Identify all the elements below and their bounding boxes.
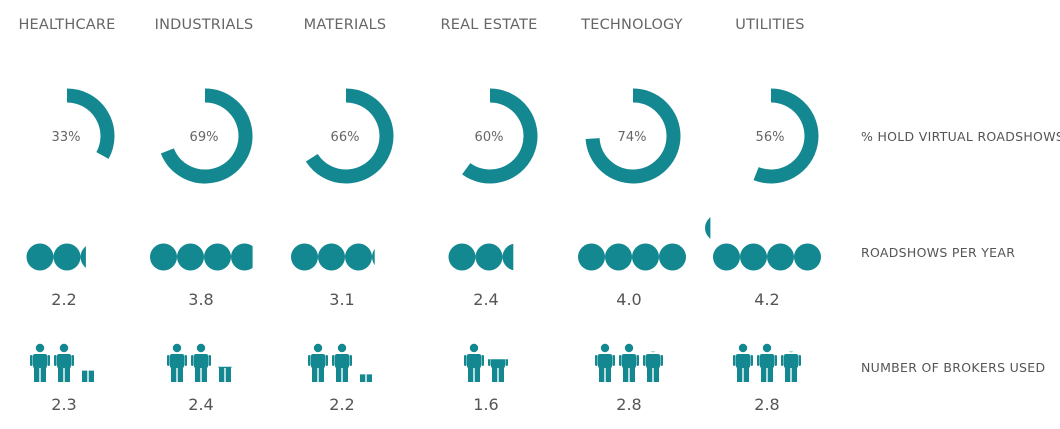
circle-pictogram-real-estate (448, 243, 514, 271)
roadshow-circle (767, 243, 794, 271)
roadshow-circle (318, 243, 345, 271)
roadshow-circle-partial (502, 243, 514, 271)
sector-headers: HEALTHCARE INDUSTRIALS MATERIALS REAL ES… (18, 17, 804, 33)
roadshow-circle (204, 243, 231, 271)
broker-person-icon (733, 343, 753, 382)
person-pictogram-industrials (167, 343, 232, 382)
sector-label-industrials: INDUSTRIALS (155, 17, 254, 33)
roadshow-circle-partial (372, 248, 375, 266)
donut-value-healthcare: 33% (52, 130, 81, 145)
broker-person-partial-icon (488, 359, 508, 382)
brokers-used-value-technology: 2.8 (616, 395, 641, 414)
row-labels: % HOLD VIRTUAL ROADSHOWS ROADSHOWS PER Y… (861, 129, 1060, 375)
roadshow-circle-partial (231, 243, 253, 271)
roadshow-circle (448, 243, 476, 271)
broker-person-icon (167, 343, 187, 382)
person-pictogram-healthcare (30, 343, 94, 382)
person-pictogram-materials (308, 343, 372, 382)
broker-person-icon (464, 343, 484, 382)
broker-person-icon (191, 343, 211, 382)
roadshows-per-year-value-healthcare: 2.2 (51, 290, 76, 309)
broker-person-icon (308, 343, 328, 382)
row-label-brokers-used: NUMBER OF BROKERS USED (861, 360, 1045, 375)
brokers-used-value-real-estate: 1.6 (473, 395, 498, 414)
person-pictogram-technology (595, 343, 663, 382)
donut-arc-utilities (753, 88, 819, 184)
broker-person-icon (332, 343, 352, 382)
roadshow-circle-partial (80, 246, 86, 268)
circle-pictogram-industrials (150, 243, 253, 271)
donut-arc-real-estate (462, 88, 538, 184)
sector-label-materials: MATERIALS (304, 17, 387, 33)
roadshow-circle (740, 243, 767, 271)
roadshow-circle (345, 243, 372, 271)
sector-label-real-estate: REAL ESTATE (441, 17, 538, 33)
circle-pictogram-materials (291, 243, 375, 271)
sector-label-healthcare: HEALTHCARE (18, 17, 115, 33)
brokers-used-value-utilities: 2.8 (754, 395, 779, 414)
brokers-used-value-industrials: 2.4 (188, 395, 213, 414)
broker-person-partial-icon (82, 370, 94, 382)
donut-value-utilities: 56% (756, 130, 785, 145)
chart-marks: 33% 69% 66% 60% 74% 56% 2.2 3.8 3.1 2.4 4.0 4.2 2.3 2… (26, 88, 821, 414)
donut-arc-industrials (160, 88, 253, 184)
sector-label-technology: TECHNOLOGY (580, 17, 683, 33)
donut-value-technology: 74% (618, 130, 647, 145)
donut-value-real-estate: 60% (475, 130, 504, 145)
roadshow-circle (659, 243, 686, 271)
brokers-used-value-healthcare: 2.3 (51, 395, 76, 414)
broker-person-partial-icon (781, 351, 801, 382)
roadshow-circle (291, 243, 318, 271)
roadshow-circle (475, 243, 503, 271)
broker-person-icon (619, 343, 639, 382)
circle-pictogram-technology (578, 243, 686, 271)
roadshow-circle (713, 243, 740, 271)
roadshow-circle-partial (705, 217, 711, 239)
broker-person-partial-icon (218, 366, 232, 382)
row-label-virtual-roadshows: % HOLD VIRTUAL ROADSHOWS (861, 129, 1060, 144)
roadshows-per-year-value-industrials: 3.8 (188, 290, 213, 309)
donut-value-materials: 66% (331, 130, 360, 145)
roadshows-per-year-value-materials: 3.1 (329, 290, 354, 309)
donut-arc-materials (305, 88, 394, 184)
roadshow-circle (53, 243, 81, 271)
person-pictogram-real-estate (464, 343, 508, 382)
roadshow-circle (605, 243, 632, 271)
roadshows-per-year-value-utilities: 4.2 (754, 290, 779, 309)
circle-pictogram-healthcare (26, 243, 86, 271)
broker-person-icon (54, 343, 74, 382)
broker-person-partial-icon (643, 351, 663, 382)
donut-arc-healthcare (66, 88, 115, 159)
row-label-roadshows-per-year: ROADSHOWS PER YEAR (861, 245, 1015, 260)
person-pictogram-utilities (733, 343, 801, 382)
donut-value-industrials: 69% (190, 130, 219, 145)
circle-pictogram-utilities (705, 217, 821, 271)
broker-person-icon (757, 343, 777, 382)
roadshows-per-year-value-real-estate: 2.4 (473, 290, 498, 309)
brokers-used-value-materials: 2.2 (329, 395, 354, 414)
roadshow-circle (578, 243, 605, 271)
roadshow-circle (150, 243, 177, 271)
roadshow-circle (177, 243, 204, 271)
broker-person-partial-icon (360, 374, 372, 382)
sector-label-utilities: UTILITIES (735, 17, 804, 33)
donut-arc-technology (585, 88, 681, 184)
broker-person-icon (595, 343, 615, 382)
roadshow-circle (26, 243, 54, 271)
roadshow-circle (632, 243, 659, 271)
roadshows-per-year-value-technology: 4.0 (616, 290, 641, 309)
broker-person-icon (30, 343, 50, 382)
roadshow-circle (794, 243, 821, 271)
